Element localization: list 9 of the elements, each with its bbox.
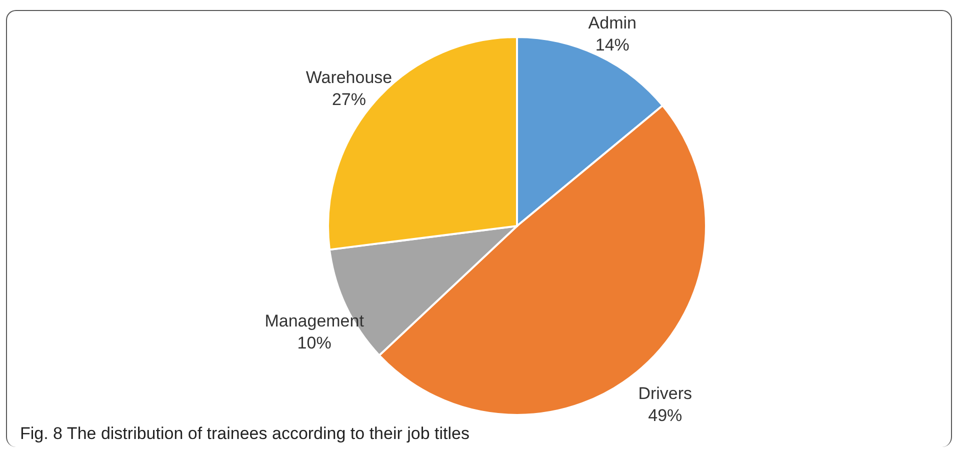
data-label: 14%	[595, 35, 630, 54]
slice-label: Admin	[588, 13, 636, 32]
slice-label: Warehouse	[306, 68, 392, 87]
slice-label: Drivers	[638, 384, 692, 404]
data-label: 49%	[648, 406, 682, 426]
data-label: 10%	[297, 333, 332, 352]
caption: Fig. 8 The distribution of trainees according to their job titles	[20, 424, 470, 444]
slice-label: Management	[264, 311, 364, 330]
data-label: 27%	[332, 90, 366, 109]
